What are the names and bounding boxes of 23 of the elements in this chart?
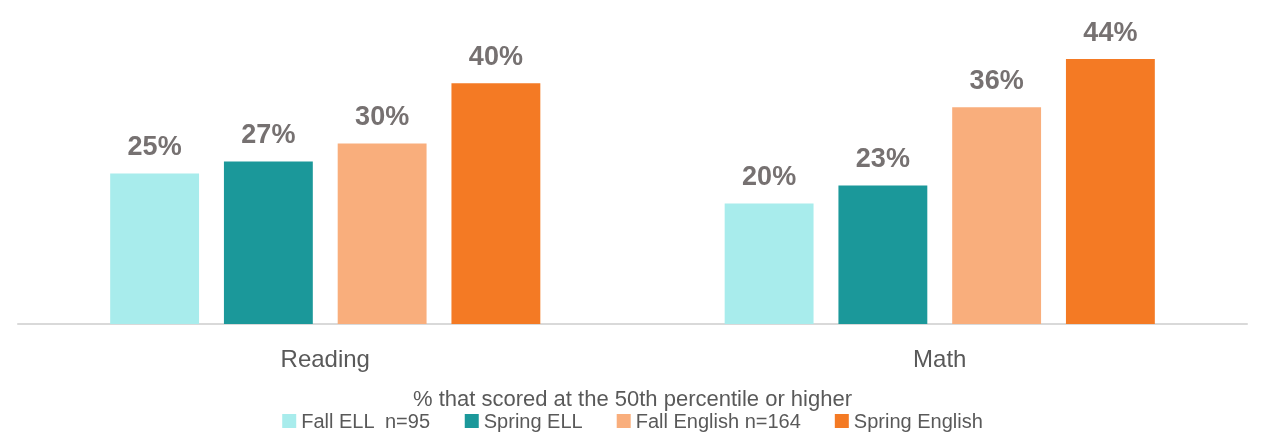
bar: [952, 107, 1042, 324]
bar: [838, 185, 928, 324]
data-label: 36%: [969, 64, 1024, 95]
legend-label: Fall ELL n=95: [301, 410, 431, 432]
x-axis-title: % that scored at the 50th percentile or higher: [412, 385, 853, 411]
x-tick-label: Math: [913, 344, 967, 372]
bar: [223, 161, 313, 324]
bar: [337, 143, 427, 324]
bar: [451, 83, 541, 324]
data-label: 40%: [468, 40, 523, 71]
bar: [1065, 59, 1155, 324]
bar: [724, 203, 814, 324]
bar: [110, 173, 200, 324]
x-tick-label: Reading: [280, 344, 370, 372]
legend-label: Spring English: [853, 410, 983, 432]
data-label: 44%: [1083, 16, 1138, 47]
legend-label: Fall English n=164: [635, 410, 801, 432]
data-label: 20%: [742, 161, 797, 192]
legend-label: Spring ELL: [483, 410, 583, 432]
data-label: 25%: [127, 131, 182, 161]
data-label: 27%: [241, 118, 296, 149]
data-label: 30%: [355, 100, 410, 131]
data-label: 23%: [855, 143, 910, 174]
